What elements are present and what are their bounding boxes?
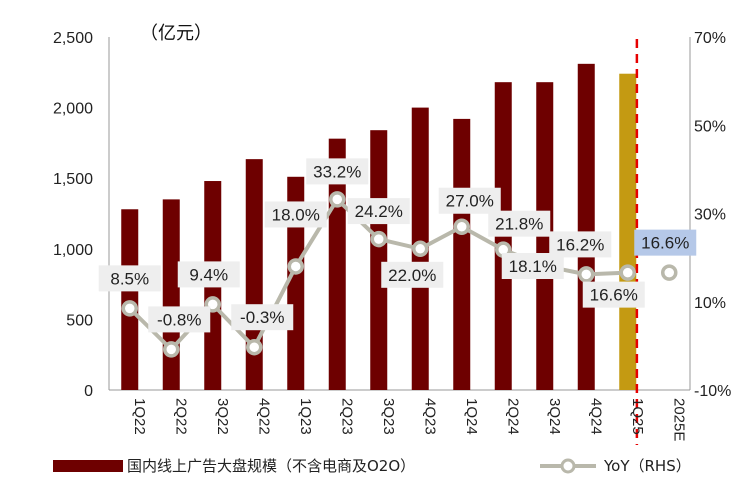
yoy-point-1Q22 [121, 300, 138, 317]
legend: 国内线上广告大盘规模（不含电商及O2O） YoY（RHS） [53, 457, 691, 475]
x-label-2Q23: 2Q23 [338, 398, 355, 435]
data-label-box [177, 261, 240, 288]
legend-line-marker [560, 458, 576, 474]
data-label-1Q23: 18.0% [272, 205, 320, 224]
legend-line-label: YoY（RHS） [603, 457, 691, 475]
data-label-2Q24: 21.8% [495, 215, 543, 234]
data-label-box [98, 265, 161, 292]
data-label-2025E: 16.6% [641, 234, 689, 253]
data-label-3Q23: 24.2% [355, 202, 403, 221]
x-label-1Q23: 1Q23 [297, 398, 314, 435]
left-tick-label: 0 [84, 383, 93, 400]
bar-2Q22 [162, 199, 180, 390]
x-label-1Q24: 1Q24 [463, 398, 480, 435]
bar-1Q23 [287, 176, 305, 390]
x-axis-labels: 1Q22 2Q22 3Q22 4Q22 1Q23 2Q23 3Q23 4Q23 1Q24 2Q24… [131, 398, 688, 441]
legend-bar-label: 国内线上广告大盘规模（不含电商及O2O） [127, 457, 415, 475]
bar-1Q24 [453, 118, 471, 391]
left-tick-label: 1,000 [53, 242, 93, 259]
unit-label: （亿元） [140, 23, 212, 44]
yoy-point-2Q23 [329, 191, 346, 208]
data-label-box [634, 229, 697, 256]
x-label-4Q22: 4Q22 [255, 398, 272, 435]
yoy-point-1Q25 [619, 264, 636, 281]
data-label-box [438, 187, 501, 214]
data-labels: 8.5% -0.8% 9.4% -0.3% 18.0% 33.2% 24.2% 22.0% 27… [98, 158, 697, 333]
right-axis: -10% 10% 30% 50% 70% [689, 30, 731, 400]
yoy-point-4Q22 [246, 338, 263, 356]
x-label-4Q24: 4Q24 [587, 398, 604, 435]
left-tick-label: 2,000 [53, 101, 93, 118]
legend-bar-swatch [53, 460, 123, 472]
data-label-box [306, 158, 369, 185]
x-label-1Q25: 1Q25 [629, 398, 646, 435]
data-label-box [148, 306, 211, 333]
right-tick-label: -10% [694, 383, 731, 400]
x-label-4Q23: 4Q23 [421, 398, 438, 435]
bar-4Q22 [245, 159, 263, 390]
right-tick-label: 70% [694, 30, 726, 47]
data-label-4Q23: 22.0% [388, 266, 436, 285]
data-label-2Q23: 33.2% [313, 162, 361, 181]
right-tick-label: 50% [694, 118, 726, 135]
bars [121, 63, 637, 391]
yoy-point-1Q24 [453, 218, 470, 235]
yoy-point-2025E [661, 264, 678, 281]
data-label-2Q22: -0.8% [157, 310, 201, 329]
left-tick-label: 500 [66, 312, 93, 329]
data-label-1Q25: 16.6% [590, 286, 638, 305]
yoy-point-1Q23 [287, 258, 304, 275]
data-label-box [488, 210, 551, 237]
yoy-point-2Q22 [163, 341, 180, 358]
data-label-box [549, 231, 612, 258]
x-label-3Q23: 3Q23 [380, 398, 397, 435]
x-label-2025E: 2025E [670, 398, 687, 441]
data-label-1Q22: 8.5% [110, 269, 149, 288]
data-label-box [231, 304, 294, 331]
data-label-box [582, 281, 645, 308]
data-label-4Q22: -0.3% [240, 308, 284, 327]
data-label-box [381, 261, 444, 288]
left-tick-label: 1,500 [53, 171, 93, 188]
data-label-1Q24: 27.0% [446, 192, 494, 211]
bar-1Q25 [619, 73, 637, 390]
data-label-box [264, 201, 327, 228]
yoy-point-3Q23 [370, 230, 387, 248]
x-label-3Q22: 3Q22 [214, 398, 231, 435]
yoy-point-4Q23 [412, 240, 429, 258]
data-label-box [347, 198, 410, 225]
bar-1Q22 [121, 209, 139, 390]
data-label-3Q24: 18.1% [509, 257, 557, 276]
bar-4Q24 [577, 63, 595, 390]
right-tick-label: 10% [694, 295, 726, 312]
bar-3Q23 [370, 130, 388, 390]
x-label-3Q24: 3Q24 [546, 398, 563, 435]
x-label-2Q22: 2Q22 [172, 398, 189, 435]
x-label-2Q24: 2Q24 [504, 398, 521, 435]
left-tick-label: 2,500 [53, 30, 93, 47]
yoy-point-4Q24 [578, 266, 595, 283]
right-tick-label: 30% [694, 207, 726, 224]
data-label-3Q22: 9.4% [189, 265, 228, 284]
data-label-4Q24: 16.2% [556, 235, 604, 254]
x-label-1Q22: 1Q22 [131, 398, 148, 435]
